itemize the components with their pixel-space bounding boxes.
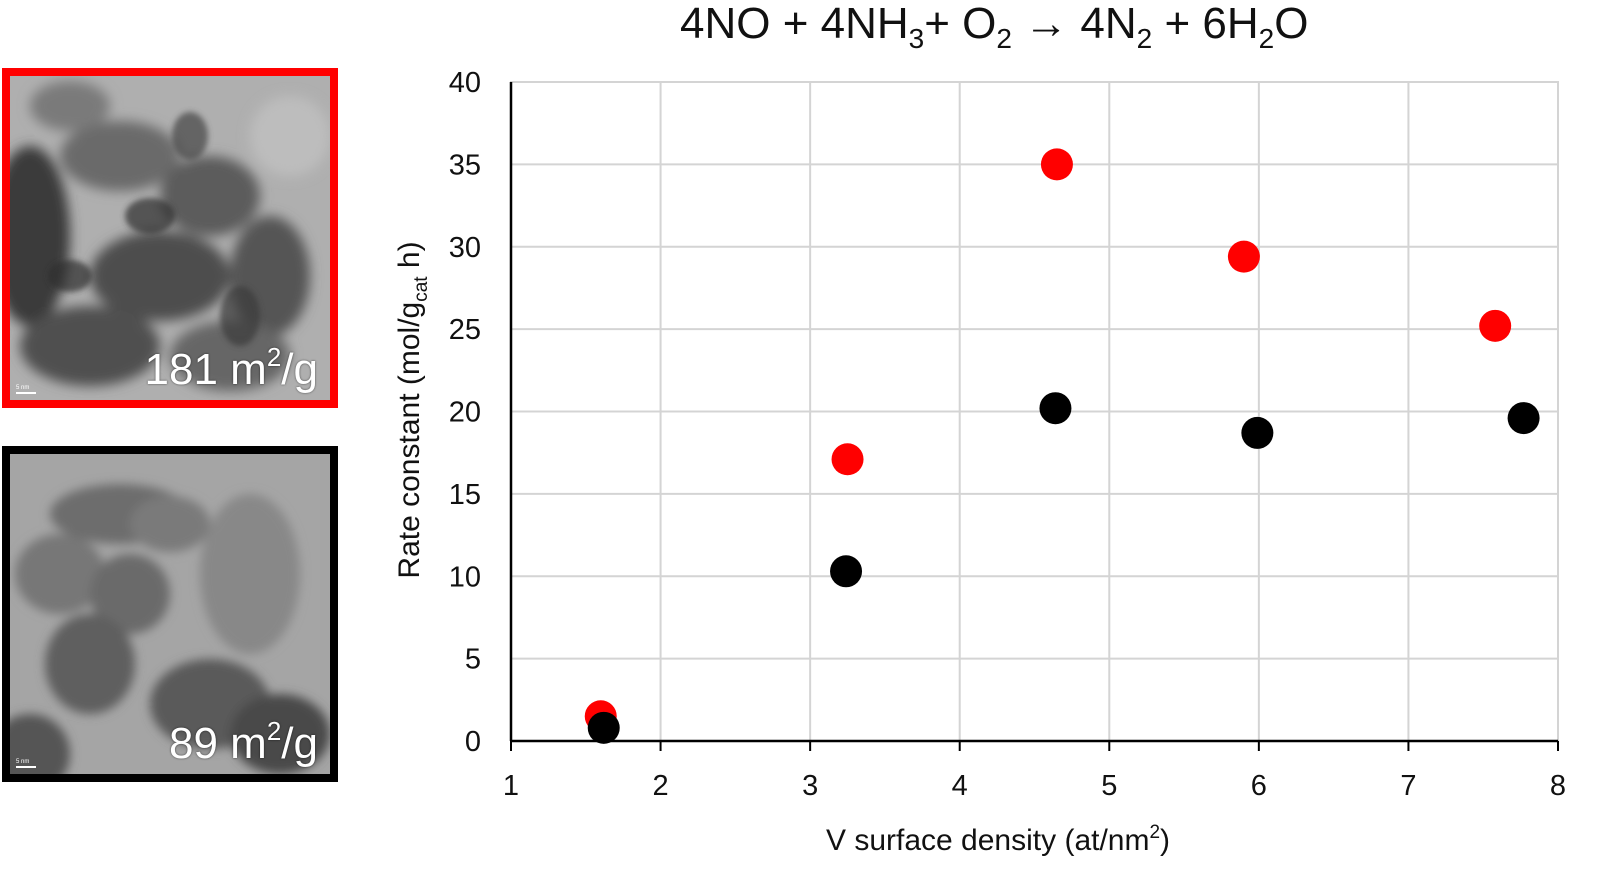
tem-image-high-surface-area: 5 nm 181 m2/g [2,68,338,408]
y-tick-label-8: 40 [449,67,481,99]
data-point-s1-1 [830,555,863,588]
scale-bar-text: 5 nm [16,759,30,765]
data-point-s0-2 [1040,148,1073,181]
data-point-s0-1 [831,443,864,476]
data-point-s0-3 [1227,240,1260,273]
data-point-s1-3 [1241,416,1274,449]
x-axis-label: V surface density (at/nm2) [826,822,1171,857]
y-axis-label: Rate constant (mol/gcat h) [393,241,432,579]
y-tick-label-1: 5 [465,644,481,676]
y-tick-label-0: 0 [465,726,481,758]
data-point-s0-4 [1479,309,1512,342]
y-tick-label-2: 10 [449,561,481,593]
tem-micrograph-high [10,76,330,400]
x-tick-label-6: 7 [1400,770,1416,802]
x-tick-label-0: 1 [503,770,519,802]
x-tick-label-7: 8 [1550,770,1566,802]
surface-area-label-high: 181 m2/g [144,342,318,394]
scale-bar-high: 5 nm [16,382,36,394]
surface-area-label-low: 89 m2/g [169,716,318,768]
scale-bar-low: 5 nm [16,756,36,768]
x-tick-label-3: 4 [952,770,968,802]
y-tick-label-3: 15 [449,479,481,511]
scale-bar-text: 5 nm [16,385,30,391]
data-point-s1-2 [1039,392,1072,425]
chart-title: 4NO + 4NH3+ O2 → 4N2 + 6H2O [680,0,1309,54]
x-tick-label-1: 2 [653,770,669,802]
x-tick-label-4: 5 [1101,770,1117,802]
tem-image-low-surface-area: 5 nm 89 m2/g [2,446,338,782]
data-point-s1-4 [1507,402,1540,435]
tem-micrograph-low [10,454,330,774]
y-tick-label-6: 30 [449,232,481,264]
x-tick-label-2: 3 [802,770,818,802]
y-tick-label-5: 25 [449,314,481,346]
x-tick-label-5: 6 [1251,770,1267,802]
y-tick-label-4: 20 [449,397,481,429]
y-axis-label-wrap: Rate constant (mol/gcat h) [390,200,432,620]
y-tick-label-7: 35 [449,149,481,181]
data-point-s1-0 [587,711,620,744]
